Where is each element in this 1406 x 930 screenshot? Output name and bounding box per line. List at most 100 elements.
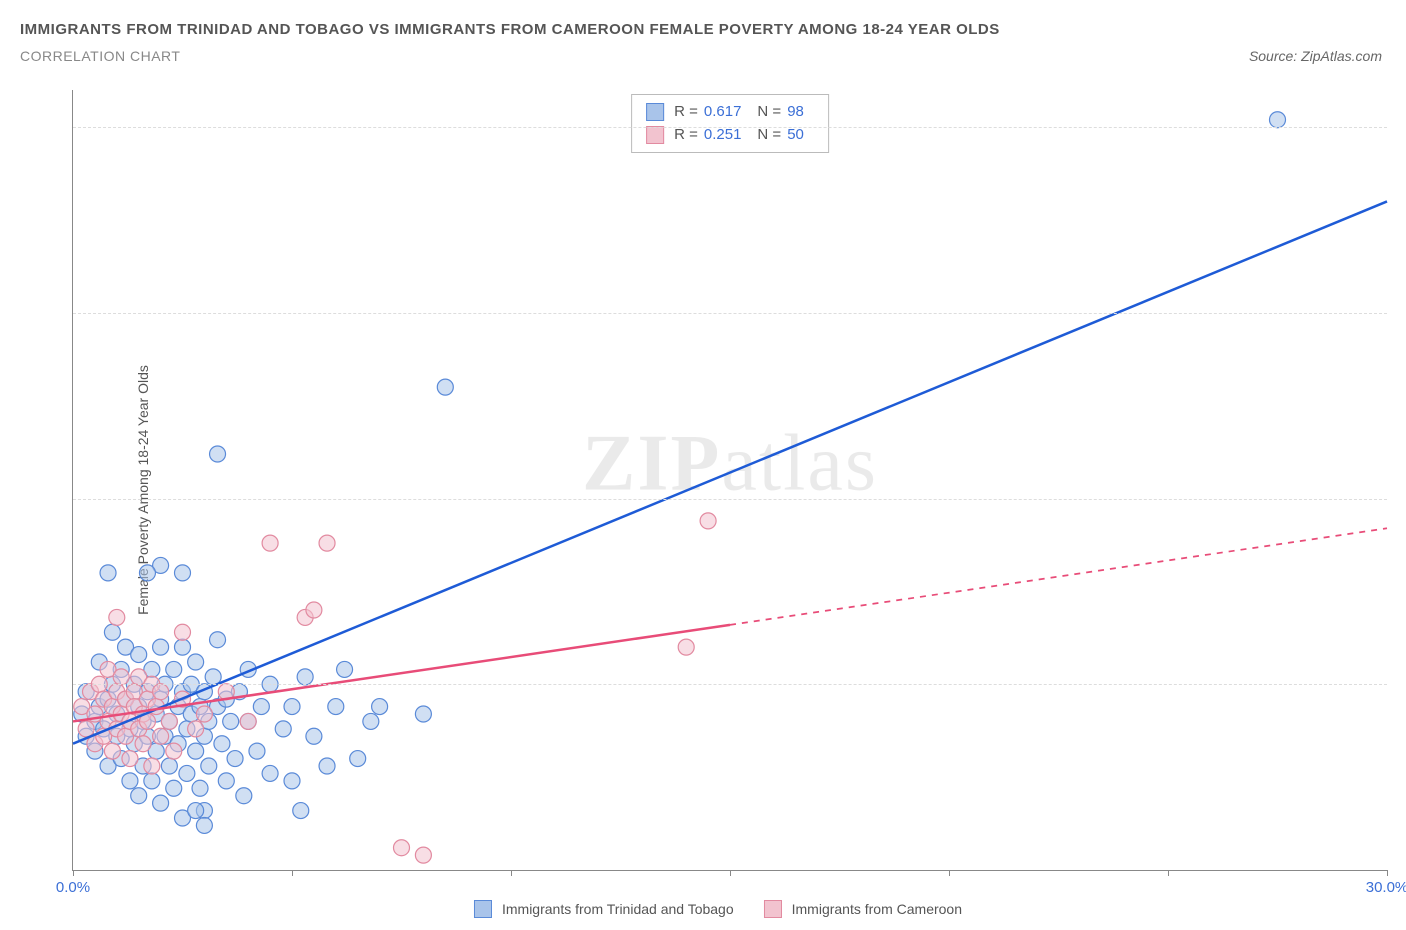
data-point [166, 661, 182, 677]
data-point [188, 721, 204, 737]
data-point [188, 743, 204, 759]
r-value: 0.617 [704, 101, 742, 124]
x-tick [949, 870, 950, 876]
data-point [284, 773, 300, 789]
data-point [297, 669, 313, 685]
data-point [122, 773, 138, 789]
data-point [678, 639, 694, 655]
legend-swatch [764, 900, 782, 918]
n-value: 98 [787, 101, 804, 124]
data-point [306, 728, 322, 744]
data-point [415, 706, 431, 722]
bottom-legend-item: Immigrants from Trinidad and Tobago [474, 900, 734, 918]
data-point [153, 728, 169, 744]
data-point [166, 780, 182, 796]
data-point [201, 758, 217, 774]
bottom-legend: Immigrants from Trinidad and Tobago Immig… [474, 900, 962, 918]
data-point [415, 847, 431, 863]
data-point [284, 699, 300, 715]
x-tick [1168, 870, 1169, 876]
data-point [161, 713, 177, 729]
data-point [223, 713, 239, 729]
data-point [210, 446, 226, 462]
plot-area: ZIPatlas R =0.617N =98R =0.251N =50 25.0… [72, 90, 1387, 871]
data-point [131, 788, 147, 804]
data-point [153, 639, 169, 655]
data-point [78, 721, 94, 737]
legend-stats-box: R =0.617N =98R =0.251N =50 [631, 94, 829, 153]
data-point [214, 736, 230, 752]
data-point [319, 535, 335, 551]
data-point [104, 743, 120, 759]
data-point [227, 751, 243, 767]
gridline [73, 127, 1387, 128]
data-point [188, 803, 204, 819]
chart-title: IMMIGRANTS FROM TRINIDAD AND TOBAGO VS I… [20, 18, 1386, 42]
data-point [249, 743, 265, 759]
data-point [135, 736, 151, 752]
data-point [166, 743, 182, 759]
data-point [1270, 112, 1286, 128]
data-point [161, 758, 177, 774]
data-point [363, 713, 379, 729]
data-point [210, 632, 226, 648]
gridline [73, 684, 1387, 685]
data-point [328, 699, 344, 715]
data-point [113, 669, 129, 685]
data-point [188, 654, 204, 670]
data-point [700, 513, 716, 529]
legend-label: Immigrants from Trinidad and Tobago [502, 901, 734, 917]
header: IMMIGRANTS FROM TRINIDAD AND TOBAGO VS I… [0, 0, 1406, 66]
data-point [153, 684, 169, 700]
data-point [372, 699, 388, 715]
trend-line [73, 201, 1387, 743]
data-point [275, 721, 291, 737]
data-point [253, 699, 269, 715]
data-point [306, 602, 322, 618]
data-point [236, 788, 252, 804]
data-point [153, 795, 169, 811]
n-label: N = [757, 101, 781, 124]
data-point [175, 624, 191, 640]
x-tick [730, 870, 731, 876]
data-point [240, 713, 256, 729]
gridline [73, 499, 1387, 500]
data-point [196, 817, 212, 833]
data-point [122, 751, 138, 767]
data-point [394, 840, 410, 856]
x-tick-label: 0.0% [56, 879, 90, 896]
trend-line-extrapolated [730, 528, 1387, 625]
data-point [109, 609, 125, 625]
data-point [131, 647, 147, 663]
data-point [293, 803, 309, 819]
data-point [192, 780, 208, 796]
data-point [144, 758, 160, 774]
data-point [437, 379, 453, 395]
data-point [262, 535, 278, 551]
x-tick [292, 870, 293, 876]
legend-label: Immigrants from Cameroon [792, 901, 962, 917]
x-tick [73, 870, 74, 876]
data-point [337, 661, 353, 677]
data-point [175, 639, 191, 655]
data-point [350, 751, 366, 767]
data-point [196, 706, 212, 722]
data-point [179, 765, 195, 781]
x-tick-label: 30.0% [1366, 879, 1406, 896]
data-point [175, 565, 191, 581]
data-point [218, 773, 234, 789]
legend-swatch [646, 126, 664, 144]
chart-container: Female Poverty Among 18-24 Year Olds ZIP… [50, 90, 1386, 890]
x-tick [511, 870, 512, 876]
data-point [144, 773, 160, 789]
legend-swatch [474, 900, 492, 918]
data-point [139, 565, 155, 581]
legend-swatch [646, 103, 664, 121]
legend-stats-row: R =0.617N =98 [646, 101, 814, 124]
data-point [262, 765, 278, 781]
chart-subtitle: CORRELATION CHART [20, 48, 180, 64]
gridline [73, 313, 1387, 314]
data-point [100, 565, 116, 581]
bottom-legend-item: Immigrants from Cameroon [764, 900, 962, 918]
data-point [319, 758, 335, 774]
